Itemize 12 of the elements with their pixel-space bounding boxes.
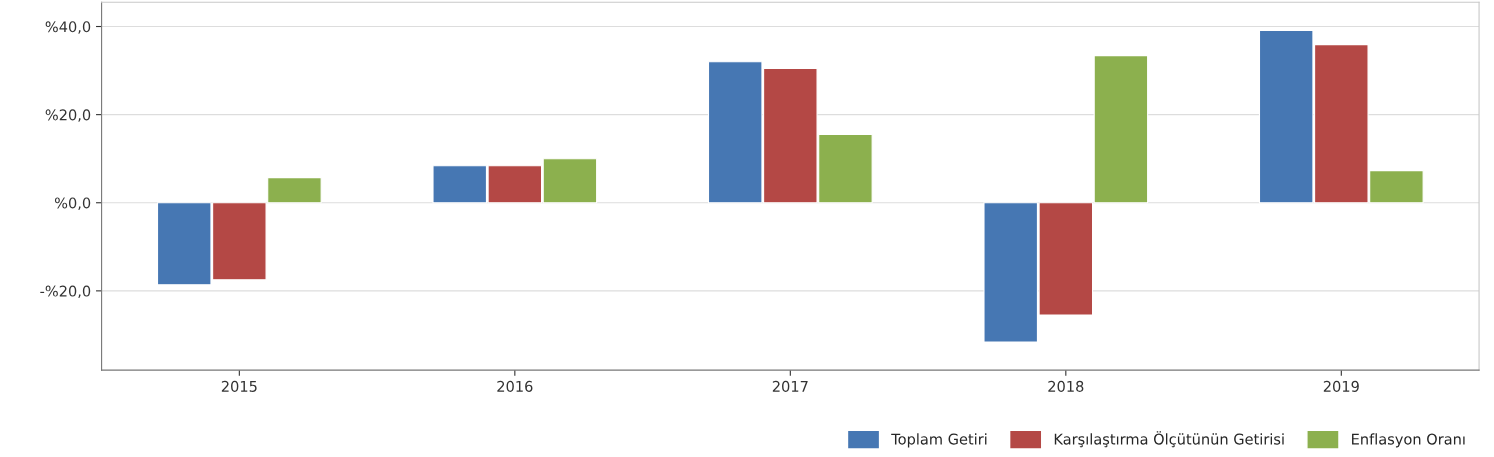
x-tick-label: 2015 xyxy=(221,380,257,392)
legend-label: Toplam Getiri xyxy=(891,433,987,448)
legend-label: Karşılaştırma Ölçütünün Getirisi xyxy=(1054,431,1284,448)
legend-label: Enflasyon Oranı xyxy=(1352,433,1465,448)
y-tick-label: %40,0 xyxy=(45,21,91,34)
x-tick-label: 2017 xyxy=(772,380,808,392)
x-tick-label: 2019 xyxy=(1323,380,1359,392)
x-tick-label: 2016 xyxy=(497,380,533,392)
x-tick-label: 2018 xyxy=(1048,380,1084,392)
y-tick-label: -%20,0 xyxy=(40,285,91,299)
y-tick-label: %0,0 xyxy=(54,197,91,210)
y-tick-label: %20,0 xyxy=(45,109,91,122)
